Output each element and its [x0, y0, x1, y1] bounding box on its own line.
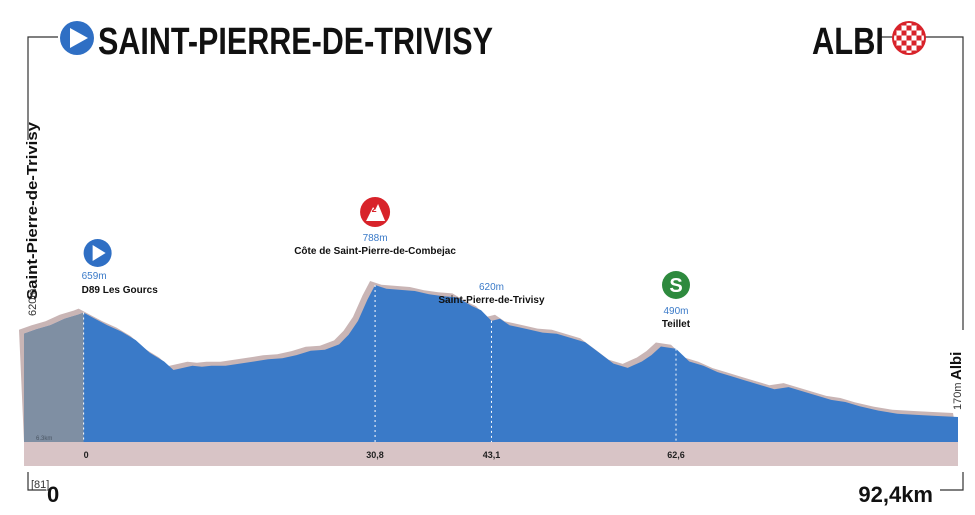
checker-square: [896, 35, 902, 41]
start-play-icon: [60, 21, 94, 55]
checker-square: [894, 30, 897, 36]
start-marker-arrow-icon: [92, 245, 106, 261]
footer-bracket-right: [940, 472, 964, 491]
marker-altitude-label: 490m: [663, 306, 688, 317]
checker-square: [911, 23, 917, 26]
checker-square: [894, 35, 897, 41]
checker-square: [906, 35, 912, 41]
climb-category-number: 2: [372, 204, 377, 214]
checker-square: [916, 25, 922, 31]
checker-square: [916, 30, 922, 36]
checker-square: [901, 35, 907, 41]
checker-square: [911, 35, 917, 41]
checker-square: [896, 25, 902, 31]
marker-name-label: Teillet: [662, 319, 691, 330]
checker-square: [906, 23, 912, 26]
finish-city-title: ALBI: [812, 21, 884, 63]
checker-square: [906, 45, 912, 51]
checker-square: [901, 40, 907, 46]
stage-number-label: [81]: [31, 479, 49, 491]
km-label: 43,1: [483, 450, 501, 460]
start-city-title: SAINT-PIERRE-DE-TRIVISY: [98, 21, 493, 63]
checker-square: [911, 30, 917, 36]
marker-altitude-label: 788m: [363, 233, 388, 244]
marker-name-label: Côte de Saint-Pierre-de-Combejac: [294, 246, 456, 257]
baseline-distance-band: [24, 442, 958, 466]
left-place-label: Saint-Pierre-de-Trivisy: [24, 121, 41, 300]
footer-bracket-left: [27, 472, 46, 491]
checker-square: [911, 25, 917, 31]
marker-altitude-label: 620m: [479, 282, 504, 293]
checker-square: [911, 40, 917, 46]
end-km-label: 92,4km: [858, 482, 933, 507]
marker-name-label: D89 Les Gourcs: [82, 285, 159, 296]
checker-square: [901, 45, 907, 51]
checker-square: [921, 40, 924, 46]
checker-square: [921, 50, 924, 53]
checker-square: [916, 40, 922, 46]
checker-square: [901, 30, 907, 36]
checker-square: [921, 35, 924, 41]
checker-square: [906, 50, 912, 53]
checker-square: [916, 45, 922, 51]
checker-square: [894, 40, 897, 46]
checker-square: [901, 23, 907, 26]
checker-square: [896, 45, 902, 51]
marker-altitude-label: 659m: [82, 271, 107, 282]
neutral-zone-label: 6.3km: [36, 436, 52, 442]
checker-square: [901, 50, 907, 53]
sprint-letter: S: [669, 275, 682, 297]
checker-square: [911, 45, 917, 51]
checker-square: [896, 30, 902, 36]
checker-square: [894, 50, 897, 53]
profile-elevation-area: [24, 285, 958, 442]
checker-square: [906, 40, 912, 46]
profile-neutral-zone-area: [24, 312, 84, 442]
finish-checkered-icon: [892, 21, 926, 55]
checker-square: [906, 30, 912, 36]
checker-square: [916, 35, 922, 41]
km-label: 30,8: [366, 450, 384, 460]
right-altitude-label: 170m: [952, 382, 964, 410]
right-place-label: Albi: [948, 352, 965, 380]
checker-square: [906, 25, 912, 31]
checker-square: [901, 25, 907, 31]
km-label: 0: [84, 450, 89, 460]
checker-square: [921, 30, 924, 36]
header-bracket-right: [878, 36, 964, 330]
checker-grid: [894, 23, 924, 53]
header-bracket-left: [27, 36, 58, 140]
marker-name-label: Saint-Pierre-de-Trivisy: [438, 295, 545, 306]
route-markers-layer: 0 659m D89 Les Gourcs 30,8 788m Côte de Saint…: [82, 197, 691, 460]
checker-square: [894, 23, 897, 26]
sprint-icon: [662, 271, 691, 299]
checker-square: [921, 23, 924, 26]
checker-square: [896, 40, 902, 46]
km-label: 62,6: [667, 450, 685, 460]
start-km-label: 0: [47, 482, 59, 507]
checker-square: [911, 50, 917, 53]
mountain-icon: [366, 204, 386, 221]
left-altitude-label: 620m: [27, 288, 39, 316]
